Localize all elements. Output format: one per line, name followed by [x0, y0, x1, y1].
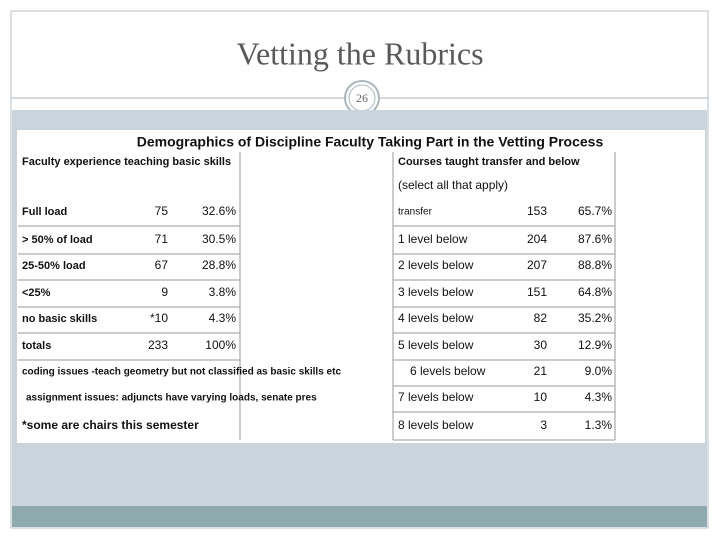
- count: 204: [527, 232, 547, 246]
- percent: 4.3%: [209, 311, 237, 325]
- row-label: no basic skills: [22, 313, 97, 325]
- count: 10: [534, 390, 548, 404]
- row-label: 8 levels below: [398, 418, 474, 432]
- page-number: 26: [356, 91, 368, 105]
- left-header: Faculty experience teaching basic skills: [22, 156, 231, 168]
- percent: 28.8%: [202, 258, 236, 272]
- count: 75: [155, 204, 169, 218]
- count: 207: [527, 258, 547, 272]
- right-subheader: (select all that apply): [398, 178, 508, 192]
- right-header: Courses taught transfer and below: [398, 156, 580, 168]
- count: 153: [527, 204, 547, 218]
- note: coding issues -teach geometry but not cl…: [22, 367, 341, 378]
- count: 82: [534, 311, 548, 325]
- percent: 1.3%: [585, 418, 613, 432]
- percent: 88.8%: [578, 258, 612, 272]
- count: *10: [150, 311, 168, 325]
- footer-bar: [12, 506, 707, 527]
- percent: 3.8%: [209, 285, 237, 299]
- row-label: 1 level below: [398, 232, 468, 246]
- percent: 30.5%: [202, 232, 236, 246]
- row-label: 4 levels below: [398, 311, 474, 325]
- row-label: 7 levels below: [398, 390, 474, 404]
- row-label: transfer: [398, 207, 433, 218]
- note: assignment issues: adjuncts have varying…: [26, 393, 317, 404]
- percent: 100%: [205, 338, 236, 352]
- row-label: 6 levels below: [410, 364, 486, 378]
- percent: 12.9%: [578, 338, 612, 352]
- row-label: totals: [22, 340, 51, 352]
- count: 233: [148, 338, 168, 352]
- percent: 32.6%: [202, 204, 236, 218]
- row-label: <25%: [22, 287, 51, 299]
- percent: 4.3%: [585, 390, 613, 404]
- row-label: Full load: [22, 206, 67, 218]
- count: 30: [534, 338, 548, 352]
- count: 3: [540, 418, 547, 432]
- percent: 35.2%: [578, 311, 612, 325]
- row-label: > 50% of load: [22, 234, 93, 246]
- row-label: 5 levels below: [398, 338, 474, 352]
- percent: 9.0%: [585, 364, 613, 378]
- percent: 65.7%: [578, 204, 612, 218]
- note: *some are chairs this semester: [22, 418, 199, 432]
- percent: 87.6%: [578, 232, 612, 246]
- table-title: Demographics of Discipline Faculty Takin…: [137, 134, 604, 150]
- count: 21: [534, 364, 548, 378]
- slide-title: Vetting the Rubrics: [236, 35, 483, 71]
- count: 71: [155, 232, 169, 246]
- row-label: 25-50% load: [22, 260, 86, 272]
- count: 9: [161, 285, 168, 299]
- table-area: [17, 130, 705, 443]
- count: 151: [527, 285, 547, 299]
- row-label: 3 levels below: [398, 285, 474, 299]
- percent: 64.8%: [578, 285, 612, 299]
- row-label: 2 levels below: [398, 258, 474, 272]
- count: 67: [155, 258, 169, 272]
